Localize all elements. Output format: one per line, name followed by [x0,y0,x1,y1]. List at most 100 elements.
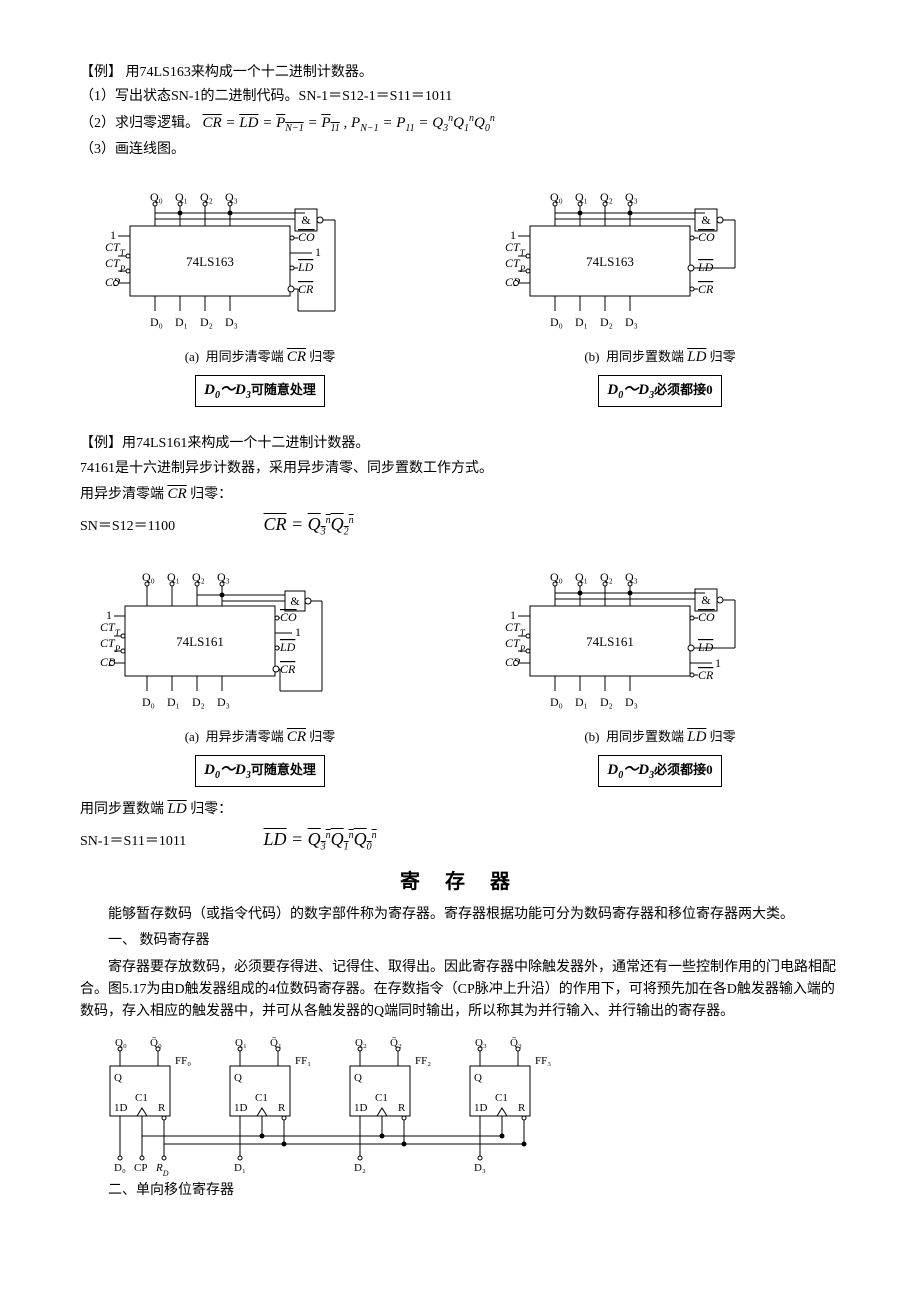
svg-text:74LS161: 74LS161 [176,634,224,649]
svg-text:Q̄₀: Q̄₀ [150,1037,162,1049]
chip-label: 74LS163 [186,254,234,269]
ex1-step3: （3）画连线图。 [80,139,840,161]
svg-text:74LS163: 74LS163 [586,254,634,269]
svg-text:D₀: D₀ [114,1162,126,1174]
svg-text:D₂: D₂ [354,1162,366,1174]
ex1-cap-a: (a) 用同步清零端 CR 归零 [80,345,440,369]
svg-text:1: 1 [715,656,721,670]
svg-text:1D: 1D [474,1102,488,1114]
ex2-title: 【例】用74LS161来构成一个十二进制计数器。 [80,433,840,455]
svg-text:C1: C1 [135,1092,148,1104]
ex2-diag-b: 74LS161 Q₀Q₁Q₂Q₃ & 1 CTT CTP [480,551,840,787]
svg-text:CR: CR [298,282,314,296]
svg-text:LD: LD [697,260,714,274]
ex1-step1: （1）写出状态SN-1的二进制代码。SN-1＝S12-1＝S11＝1011 [80,86,840,108]
svg-text:Q₃: Q₃ [225,190,238,204]
svg-text:FF₁: FF₁ [295,1055,311,1067]
svg-text:R: R [398,1102,406,1114]
svg-text:Q̄₁: Q̄₁ [270,1037,282,1049]
ex1-diag-a: 74LS163 Q₀Q₁Q₂Q₃ & [80,171,440,407]
ex1-step2-label: （2）求归零逻辑。 [80,116,199,131]
ex2-note-a: D0～D3可随意处理 [195,755,325,787]
svg-text:D₁: D₁ [234,1162,246,1174]
ex2-method2: 用同步置数端 LD 归零： [80,797,840,821]
svg-text:&: & [701,213,711,227]
svg-text:Q₀: Q₀ [550,570,563,584]
svg-text:CO: CO [698,230,715,244]
svg-text:1D: 1D [234,1102,248,1114]
svg-text:Q: Q [234,1072,242,1084]
svg-text:Q: Q [354,1072,362,1084]
ex1-svg-a: 74LS163 Q₀Q₁Q₂Q₃ & [80,171,360,341]
svg-text:C1: C1 [255,1092,268,1104]
svg-text:1: 1 [295,625,301,639]
ex2-cap-b: (b) 用同步置数端 LD 归零 [480,725,840,749]
svg-text:D₃: D₃ [217,695,230,709]
svg-text:CR: CR [698,668,714,682]
svg-text:D₁: D₁ [575,315,588,329]
ex2-svg-a: 74LS161 Q₀Q₁Q₂Q₃ & 1 CTT CTP [80,551,340,721]
svg-text:Q: Q [114,1072,122,1084]
svg-text:D₁: D₁ [167,695,180,709]
reg-h1: 一、 数码寄存器 [80,930,840,952]
ex2-diag-a: 74LS161 Q₀Q₁Q₂Q₃ & 1 CTT CTP [80,551,440,787]
svg-text:R: R [158,1102,166,1114]
svg-text:D₂: D₂ [200,315,213,329]
svg-text:R: R [278,1102,286,1114]
ex2-cap-a: (a) 用异步清零端 CR 归零 [80,725,440,749]
reg-p2: 寄存器要存放数码，必须要存得进、记得住、取得出。因此寄存器中除触发器外，通常还有… [80,957,840,1024]
svg-text:D₀: D₀ [550,315,563,329]
svg-text:1: 1 [315,245,321,259]
svg-text:Q̄₃: Q̄₃ [510,1037,522,1049]
svg-text:D₁: D₁ [175,315,188,329]
ex1-step2: （2）求归零逻辑。 CR = LD = PN−1 = P11 , PN−1 = … [80,111,840,137]
svg-text:C1: C1 [375,1092,388,1104]
svg-text:Q: Q [474,1072,482,1084]
svg-text:D₃: D₃ [225,315,238,329]
reg-diagram: Q₀Q̄₀ Q₁Q̄₁ Q₂Q̄₂ Q₃Q̄₃ FF₀FF₁FF₂FF₃ Q1D… [80,1026,600,1176]
svg-text:FF₃: FF₃ [535,1055,551,1067]
svg-text:&: & [290,594,300,608]
svg-text:CP: CP [134,1162,147,1174]
svg-text:CR: CR [280,662,296,676]
and-gate-icon: & [301,213,311,227]
svg-text:D₃: D₃ [625,315,638,329]
svg-text:CR: CR [698,282,714,296]
svg-text:D₃: D₃ [625,695,638,709]
ex2-method1: 用异步清零端 CR 归零： [80,482,840,506]
svg-text:Q₀: Q₀ [142,570,155,584]
svg-text:74LS161: 74LS161 [586,634,634,649]
svg-text:Q₁: Q₁ [167,570,180,584]
ex1-note-b: D0～D3必须都接0 [598,375,721,407]
ex1-cap-b: (b) 用同步置数端 LD 归零 [480,345,840,369]
ex2-sn-a: SN＝S12＝1100 [80,516,260,538]
svg-text:D₂: D₂ [192,695,205,709]
svg-text:Q₂: Q₂ [600,570,613,584]
svg-text:D₀: D₀ [142,695,155,709]
svg-text:Q₂: Q₂ [192,570,205,584]
svg-text:Q₁: Q₁ [175,190,188,204]
svg-text:LD: LD [297,260,314,274]
ex2-formula-b: LD = Q3nQ1nQ0n [264,829,377,849]
svg-text:D₀: D₀ [550,695,563,709]
ex1-diagrams: 74LS163 Q₀ Q₁ Q₂ Q₃ & [80,171,840,407]
svg-text:FF₀: FF₀ [175,1055,191,1067]
ex2-eq-b: SN-1＝S11＝1011 LD = Q3nQ1nQ0n [80,825,840,856]
ex2-eq-a: SN＝S12＝1100 CR = Q3nQ2n [80,510,840,541]
reg-title: 寄 存 器 [80,866,840,898]
svg-text:RD: RD [155,1162,169,1176]
svg-text:D₃: D₃ [474,1162,486,1174]
svg-text:&: & [701,593,711,607]
svg-text:D₂: D₂ [600,695,613,709]
ex2-line2: 74161是十六进制异步计数器，采用异步清零、同步置数工作方式。 [80,458,840,480]
reg-p1: 能够暂存数码（或指令代码）的数字部件称为寄存器。寄存器根据功能可分为数码寄存器和… [80,904,840,926]
svg-text:Q₀: Q₀ [550,190,563,204]
svg-text:CO: CO [298,230,315,244]
svg-text:D₀: D₀ [150,315,163,329]
svg-text:Q₂: Q₂ [600,190,613,204]
svg-text:1D: 1D [114,1102,128,1114]
ex1-diag-b: 74LS163 Q₀Q₁Q₂Q₃ & 1 CTT [480,171,840,407]
svg-text:CO: CO [698,610,715,624]
svg-text:FF₂: FF₂ [415,1055,431,1067]
ex1-note-a: D0～D3可随意处理 [195,375,325,407]
